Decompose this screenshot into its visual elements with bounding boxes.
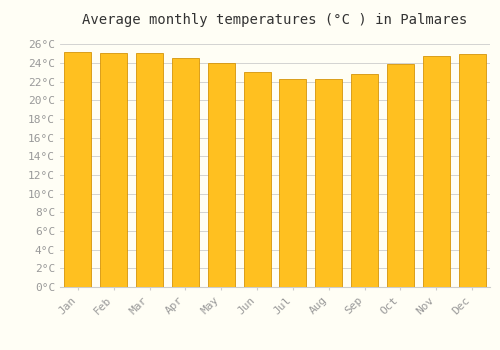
Bar <box>351 74 378 287</box>
Bar <box>208 63 234 287</box>
Bar <box>64 52 92 287</box>
Bar <box>423 56 450 287</box>
Bar <box>100 53 127 287</box>
Bar <box>458 54 485 287</box>
Bar <box>136 53 163 287</box>
Bar <box>316 79 342 287</box>
Bar <box>280 79 306 287</box>
Bar <box>387 64 414 287</box>
Bar <box>172 58 199 287</box>
Title: Average monthly temperatures (°C ) in Palmares: Average monthly temperatures (°C ) in Pa… <box>82 13 468 27</box>
Bar <box>244 72 270 287</box>
